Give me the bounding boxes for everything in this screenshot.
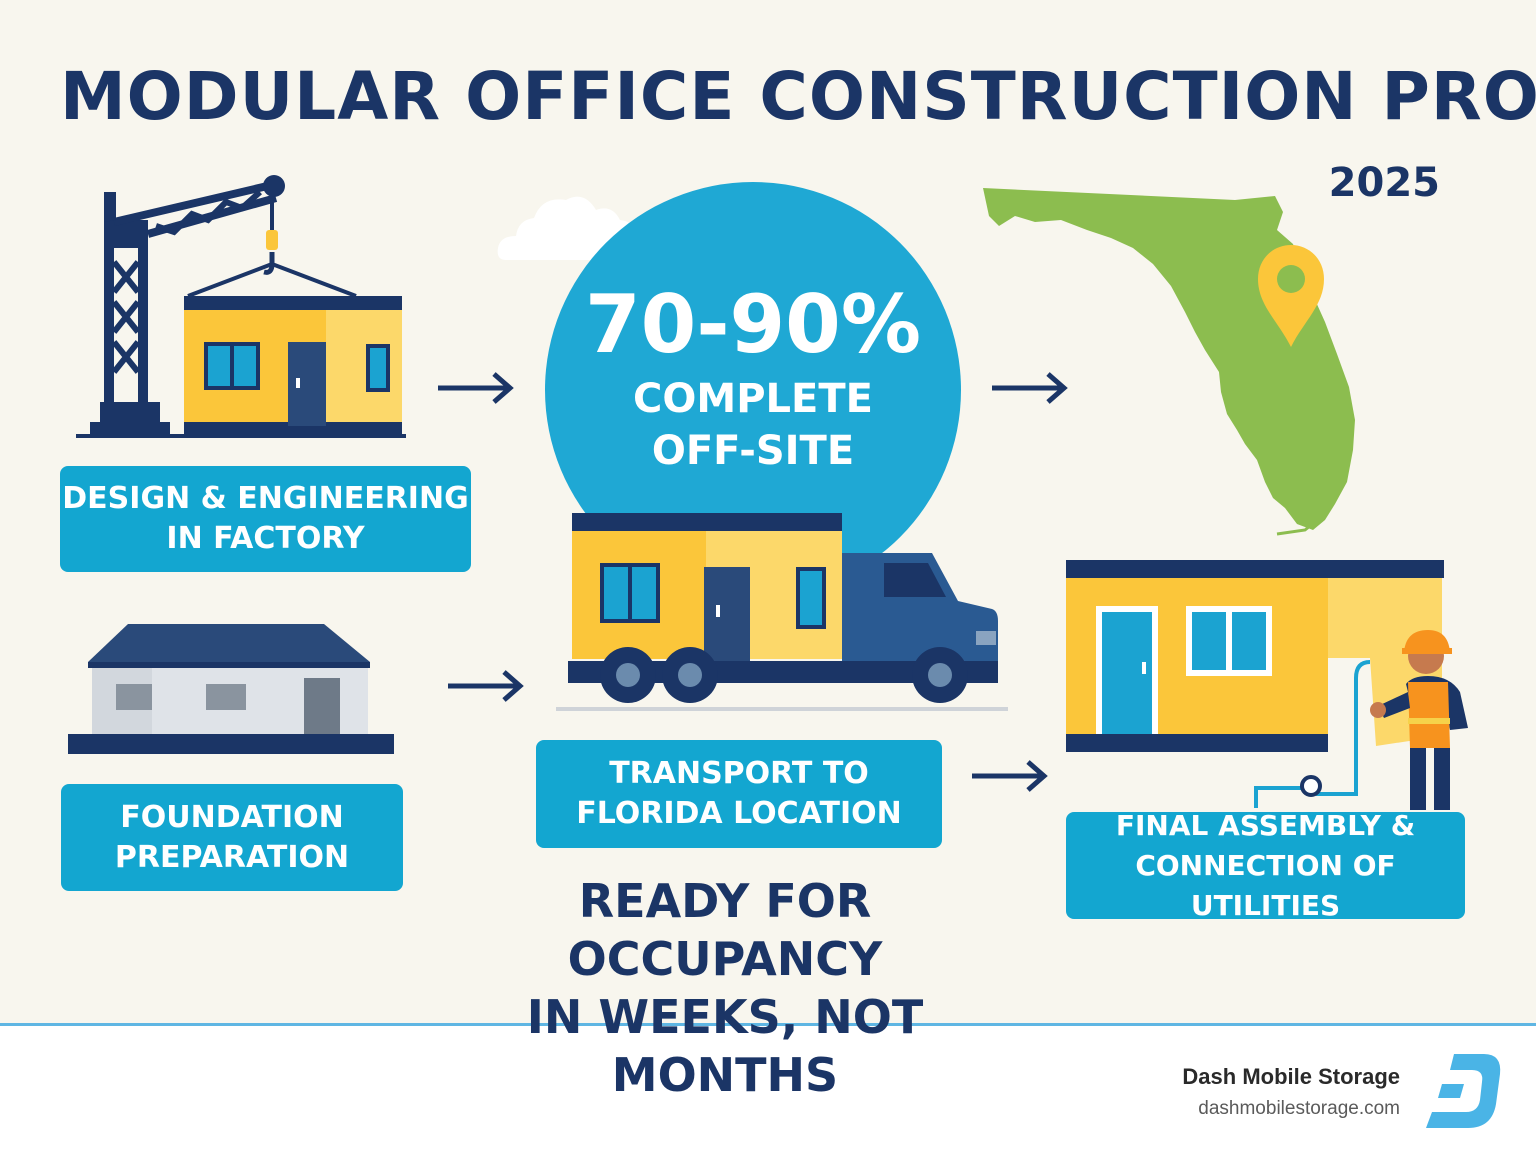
step-label-line: FINAL ASSEMBLY & bbox=[1115, 808, 1416, 842]
foundation-building-icon bbox=[68, 624, 394, 754]
arrow-right-icon bbox=[972, 760, 1048, 792]
tagline-line-1: READY FOR OCCUPANCY bbox=[567, 874, 883, 986]
cloud-icon bbox=[497, 196, 638, 260]
arrow-right-icon bbox=[448, 670, 524, 702]
step-label-line: TRANSPORT TO bbox=[609, 756, 869, 791]
step-label-line: CONNECTION OF UTILITIES bbox=[1135, 848, 1396, 922]
footer-divider bbox=[0, 1023, 1536, 1026]
location-pin-icon bbox=[1258, 245, 1324, 347]
footer bbox=[0, 1026, 1536, 1154]
step-label-line: DESIGN & ENGINEERING bbox=[62, 481, 469, 516]
brand-url: dashmobilestorage.com bbox=[1198, 1098, 1400, 1119]
assembly-module-icon bbox=[1066, 560, 1468, 810]
tagline: READY FOR OCCUPANCY IN WEEKS, NOT MONTHS bbox=[420, 872, 1030, 1104]
highlight-percent: 70-90% bbox=[584, 278, 921, 371]
arrow-right-icon bbox=[992, 372, 1068, 404]
arrow-right-icon bbox=[438, 372, 514, 404]
highlight-line-2: OFF-SITE bbox=[651, 428, 855, 474]
step-label-line: PREPARATION bbox=[114, 839, 350, 875]
year-label: 2025 bbox=[1328, 160, 1440, 206]
step-label-line: FOUNDATION bbox=[120, 799, 344, 835]
truck-module-icon bbox=[556, 513, 1008, 711]
step-label-line: FLORIDA LOCATION bbox=[576, 796, 902, 831]
highlight-circle bbox=[545, 182, 961, 598]
highlight-line-1: COMPLETE bbox=[633, 376, 873, 422]
step-label-foundation: FOUNDATION PREPARATION bbox=[61, 784, 403, 891]
page-title: MODULAR OFFICE CONSTRUCTION PROCESS bbox=[60, 58, 1536, 135]
florida-map-icon bbox=[983, 188, 1355, 536]
dash-logo-icon bbox=[1426, 1054, 1501, 1128]
step-label-design: DESIGN & ENGINEERING IN FACTORY bbox=[60, 466, 471, 572]
step-label-line: IN FACTORY bbox=[166, 521, 365, 556]
step-label-transport: TRANSPORT TO FLORIDA LOCATION bbox=[536, 740, 942, 848]
step-label-assembly: FINAL ASSEMBLY & CONNECTION OF UTILITIES bbox=[1066, 809, 1465, 922]
brand-name: Dash Mobile Storage bbox=[1182, 1064, 1400, 1089]
tagline-line-2: IN WEEKS, NOT MONTHS bbox=[526, 990, 924, 1102]
crane-module-icon bbox=[76, 175, 406, 438]
